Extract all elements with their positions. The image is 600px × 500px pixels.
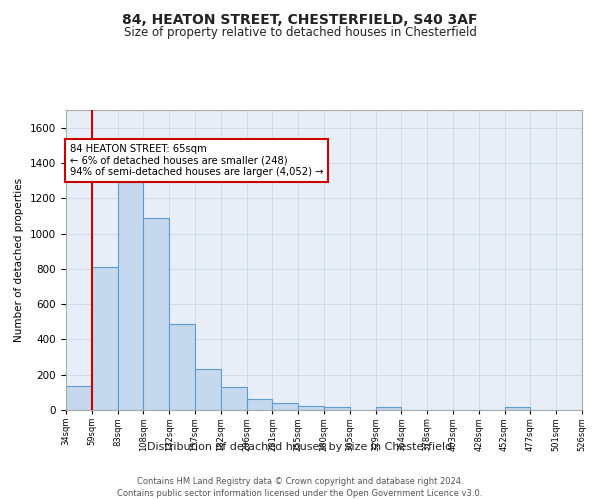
Text: 84 HEATON STREET: 65sqm
← 6% of detached houses are smaller (248)
94% of semi-de: 84 HEATON STREET: 65sqm ← 6% of detached… xyxy=(70,144,323,176)
Bar xyxy=(247,398,272,410)
Text: Contains public sector information licensed under the Open Government Licence v3: Contains public sector information licen… xyxy=(118,489,482,498)
Bar xyxy=(143,218,169,410)
Bar xyxy=(92,267,118,410)
Bar xyxy=(221,387,247,410)
Y-axis label: Number of detached properties: Number of detached properties xyxy=(14,178,25,342)
Bar xyxy=(376,408,401,410)
Bar xyxy=(169,324,195,410)
Bar xyxy=(66,386,92,410)
Bar xyxy=(298,406,324,410)
Bar xyxy=(272,404,298,410)
Bar xyxy=(505,408,530,410)
Bar xyxy=(324,408,350,410)
Text: Contains HM Land Registry data © Crown copyright and database right 2024.: Contains HM Land Registry data © Crown c… xyxy=(137,478,463,486)
Bar xyxy=(118,182,143,410)
Bar xyxy=(195,370,221,410)
Text: Size of property relative to detached houses in Chesterfield: Size of property relative to detached ho… xyxy=(124,26,476,39)
Text: Distribution of detached houses by size in Chesterfield: Distribution of detached houses by size … xyxy=(148,442,452,452)
Text: 84, HEATON STREET, CHESTERFIELD, S40 3AF: 84, HEATON STREET, CHESTERFIELD, S40 3AF xyxy=(122,12,478,26)
